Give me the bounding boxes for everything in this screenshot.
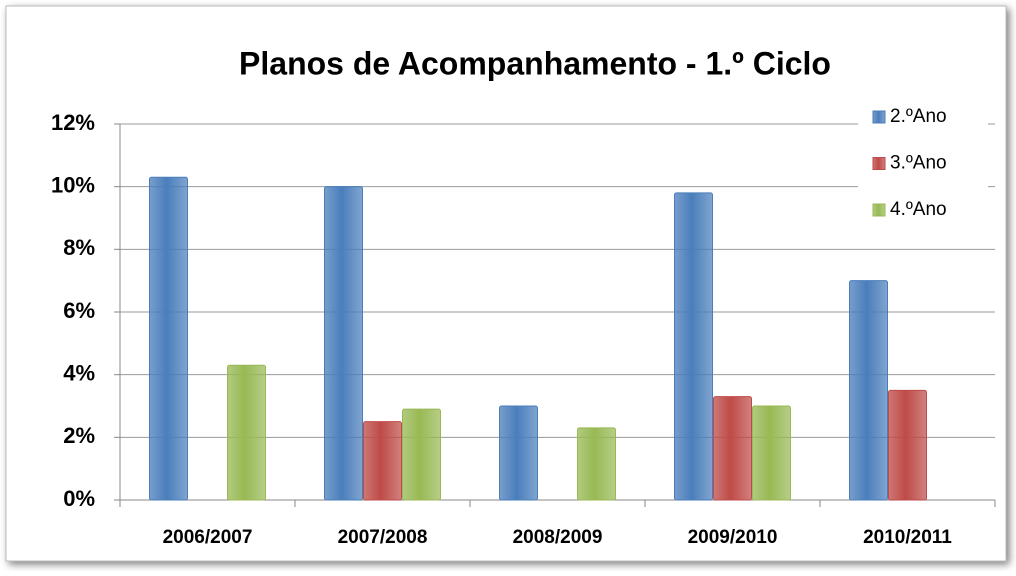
- x-tick-label: 2008/2009: [513, 527, 603, 548]
- y-tick-label: 10%: [51, 172, 95, 197]
- x-tick-label: 2007/2008: [338, 527, 428, 548]
- bar: [674, 192, 713, 501]
- bar: [363, 421, 402, 501]
- bar: [713, 396, 752, 501]
- legend-label: 3.ºAno: [890, 153, 947, 174]
- bar: [149, 176, 188, 501]
- bar: [324, 186, 363, 501]
- chart-title: Planos de Acompanhamento - 1.º Ciclo: [239, 45, 831, 81]
- legend-label: 2.ºAno: [890, 106, 947, 127]
- legend-label: 4.ºAno: [890, 199, 947, 220]
- y-tick-label: 0%: [63, 486, 95, 511]
- legend-swatch: [872, 203, 886, 217]
- legend-swatch: [872, 110, 886, 124]
- bar: [849, 280, 888, 501]
- x-tick-label: 2010/2011: [863, 527, 952, 548]
- bar: [227, 364, 266, 501]
- bar: [499, 405, 538, 501]
- y-tick-label: 8%: [63, 235, 95, 260]
- y-tick-label: 12%: [51, 110, 95, 135]
- x-tick-label: 2006/2007: [163, 527, 253, 548]
- y-tick-label: 2%: [63, 423, 95, 448]
- bar: [402, 408, 441, 501]
- bar: [577, 427, 616, 501]
- y-tick-label: 4%: [63, 360, 95, 385]
- legend-swatch: [872, 157, 886, 170]
- bar: [752, 405, 791, 501]
- bar: [888, 389, 927, 501]
- y-tick-label: 6%: [63, 298, 95, 323]
- x-tick-label: 2009/2010: [688, 527, 778, 548]
